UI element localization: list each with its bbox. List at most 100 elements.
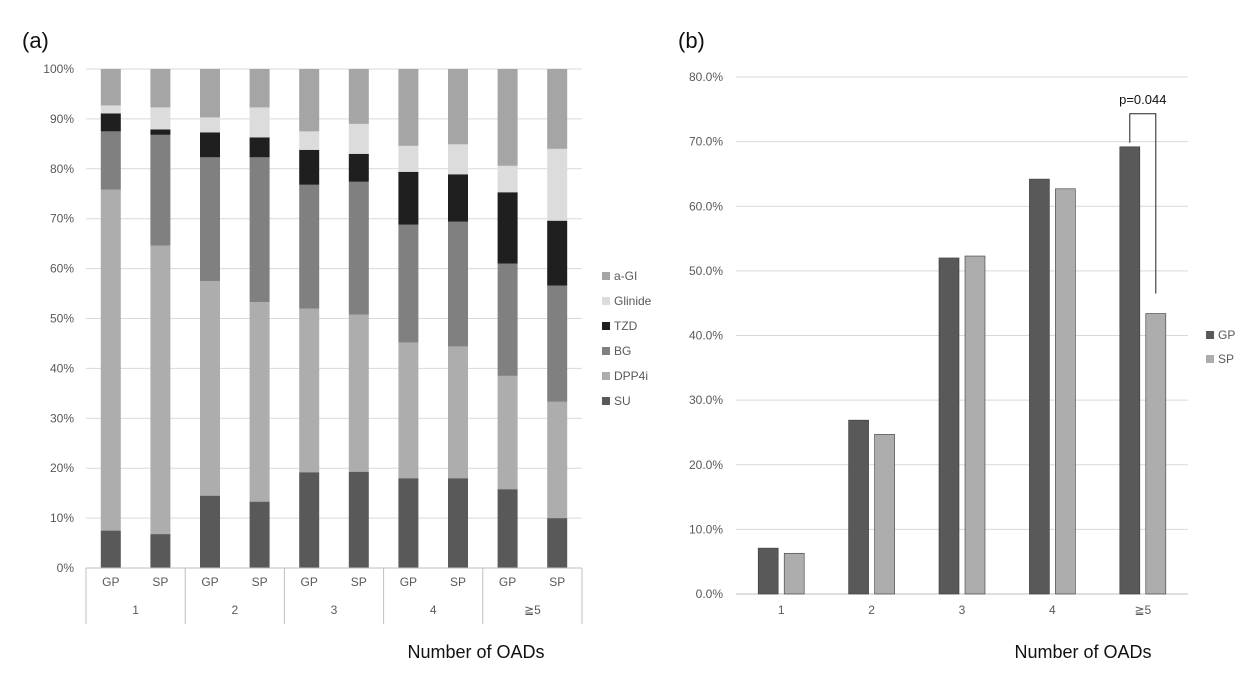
panel-b-label: (b): [678, 28, 705, 53]
panel-a-legend-label: a-GI: [614, 269, 637, 283]
panel-b-x-tick-label: 1: [778, 603, 785, 617]
panel-b-bar-sp: [783, 552, 805, 595]
panel-a-group-label: 1: [132, 603, 139, 617]
panel-a-x-tick-label: GP: [201, 575, 218, 589]
panel-b-legend-swatch: [1206, 331, 1214, 339]
panel-a-legend: a-GI Glinide TZD BG DPP4i SU: [602, 269, 652, 408]
panel-a-bar-segment-bg: [547, 285, 568, 402]
panel-a-bar-segment-dpp4i: [398, 342, 419, 479]
panel-a-bar-segment-glinide: [348, 123, 369, 154]
panel-a-bar-segment-su: [547, 518, 568, 568]
panel-a-bar-segment-glinide: [448, 144, 468, 175]
panel-a-x-axis-title: Number of OADs: [407, 642, 544, 662]
panel-b-y-tick-label: 0.0%: [696, 587, 724, 601]
panel-a-bar-segment-dpp4i: [100, 189, 121, 531]
panel-a-bar-segment-a-gi: [547, 69, 568, 149]
panel-a-bar-segment-tzd: [150, 129, 171, 135]
panel-b-x-axis-title: Number of OADs: [1014, 642, 1151, 662]
panel-a-bar-segment-bg: [150, 134, 171, 246]
panel-b-bar-sp: [964, 255, 986, 595]
panel-a-bar-segment-glinide: [249, 107, 270, 138]
panel-a-y-tick-label: 40%: [50, 361, 74, 375]
panel-b: (b) 0.0% 10.0% 20.0% 30.0% 40.0% 50.0% 60.0% 70…: [678, 28, 1235, 662]
panel-a-bar-segment-tzd: [547, 220, 568, 286]
panel-a-y-tick-label: 10%: [50, 511, 74, 525]
panel-a-bar-segment-glinide: [200, 117, 220, 133]
panel-b-bars: [757, 146, 1167, 595]
panel-a-x-tick-label: GP: [301, 575, 318, 589]
panel-b-bar-gp: [1029, 178, 1050, 595]
panel-a-legend-swatch: [602, 397, 610, 405]
panel-b-bar-sp: [1145, 313, 1167, 595]
panel-a-legend-label: BG: [614, 344, 631, 358]
panel-a-y-tick-labels: 0% 10% 20% 30% 40% 50% 60% 70% 80% 90% 100%: [43, 62, 74, 575]
panel-a-group-label: 3: [331, 603, 338, 617]
panel-b-y-tick-labels: 0.0% 10.0% 20.0% 30.0% 40.0% 50.0% 60.0% 70.0% 8…: [689, 70, 723, 601]
panel-a-bar-segment-dpp4i: [497, 375, 518, 490]
panel-a-y-tick-label: 0%: [57, 561, 75, 575]
panel-a-bar-segment-glinide: [100, 105, 121, 114]
panel-b-bar-gp: [848, 419, 869, 595]
panel-a-bar-segment-a-gi: [497, 69, 518, 166]
panel-a-bar-segment-bg: [299, 184, 320, 309]
panel-a-y-tick-label: 90%: [50, 112, 74, 126]
panel-b-y-tick-label: 40.0%: [689, 329, 723, 343]
panel-a-bar-segment-tzd: [497, 192, 518, 264]
panel-a-x-tick-label: SP: [252, 575, 268, 589]
panel-a: (a) 0% 10% 20% 30% 40% 50% 60% 70% 80% 90% 100% GP…: [22, 28, 652, 662]
panel-a-bar-segment-a-gi: [398, 69, 419, 146]
panel-a-bar-segment-su: [448, 478, 468, 568]
panel-a-bar-segment-dpp4i: [547, 401, 568, 519]
panel-b-y-tick-label: 70.0%: [689, 135, 723, 149]
panel-b-y-tick-label: 30.0%: [689, 393, 723, 407]
panel-a-legend-label: TZD: [614, 319, 638, 333]
panel-b-y-tick-label: 50.0%: [689, 264, 723, 278]
panel-a-x-tick-label: SP: [152, 575, 168, 589]
panel-a-legend-swatch: [602, 272, 610, 280]
panel-a-legend-swatch: [602, 372, 610, 380]
panel-a-y-tick-label: 60%: [50, 262, 74, 276]
panel-b-x-tick-label: 2: [868, 603, 875, 617]
panel-a-bar-segment-glinide: [299, 131, 320, 150]
panel-b-legend-label: SP: [1218, 352, 1234, 366]
panel-b-bar-gp: [757, 547, 779, 595]
panel-a-x-tick-label: SP: [549, 575, 565, 589]
panel-a-legend-swatch: [602, 297, 610, 305]
panel-b-legend: GP SP: [1206, 328, 1235, 366]
panel-a-bar-segment-su: [200, 495, 220, 568]
panel-a-bar-segment-bg: [448, 221, 468, 347]
panel-a-legend-label: SU: [614, 394, 631, 408]
panel-a-bar-segment-glinide: [497, 165, 518, 193]
panel-a-bar-segment-tzd: [398, 171, 419, 225]
panel-a-bar-segment-a-gi: [100, 69, 121, 106]
panel-a-bar-segment-su: [249, 501, 270, 568]
panel-a-bar-segment-glinide: [547, 148, 568, 221]
panel-a-y-tick-label: 80%: [50, 162, 74, 176]
panel-a-bar-segment-dpp4i: [299, 308, 320, 473]
panel-b-significance-bracket: p=0.044: [1119, 92, 1166, 294]
panel-a-legend-label: Glinide: [614, 294, 652, 308]
panel-a-x-tick-label: GP: [499, 575, 516, 589]
panel-b-y-tick-label: 80.0%: [689, 70, 723, 84]
panel-a-bar-segment-a-gi: [150, 69, 171, 108]
panel-a-bar-segment-su: [100, 530, 121, 568]
panel-a-x-tick-label: GP: [400, 575, 417, 589]
panel-a-group-label: 2: [231, 603, 238, 617]
panel-a-bar-segment-tzd: [348, 153, 369, 182]
panel-a-bar-segment-a-gi: [348, 69, 369, 124]
panel-a-bar-segment-a-gi: [299, 69, 320, 132]
panel-a-bar-segment-glinide: [398, 145, 419, 172]
panel-a-x-tick-label: SP: [450, 575, 466, 589]
panel-a-group-label: 4: [430, 603, 437, 617]
panel-b-p-value-label: p=0.044: [1119, 92, 1166, 107]
panel-b-legend-swatch: [1206, 355, 1214, 363]
panel-a-x-axis: GP SP GP SP GP SP GP SP GP SP 1 2 3 4 ≧5: [85, 567, 583, 624]
panel-b-x-tick-label: ≧5: [1134, 603, 1151, 617]
panel-a-bar-segment-bg: [249, 157, 270, 303]
panel-a-bar-segment-tzd: [249, 137, 270, 158]
panel-a-bar-segment-glinide: [150, 107, 171, 130]
panel-a-bar-segment-tzd: [200, 132, 220, 158]
panel-a-bar-segment-bg: [200, 157, 220, 282]
panel-a-bar-segment-su: [299, 472, 320, 568]
